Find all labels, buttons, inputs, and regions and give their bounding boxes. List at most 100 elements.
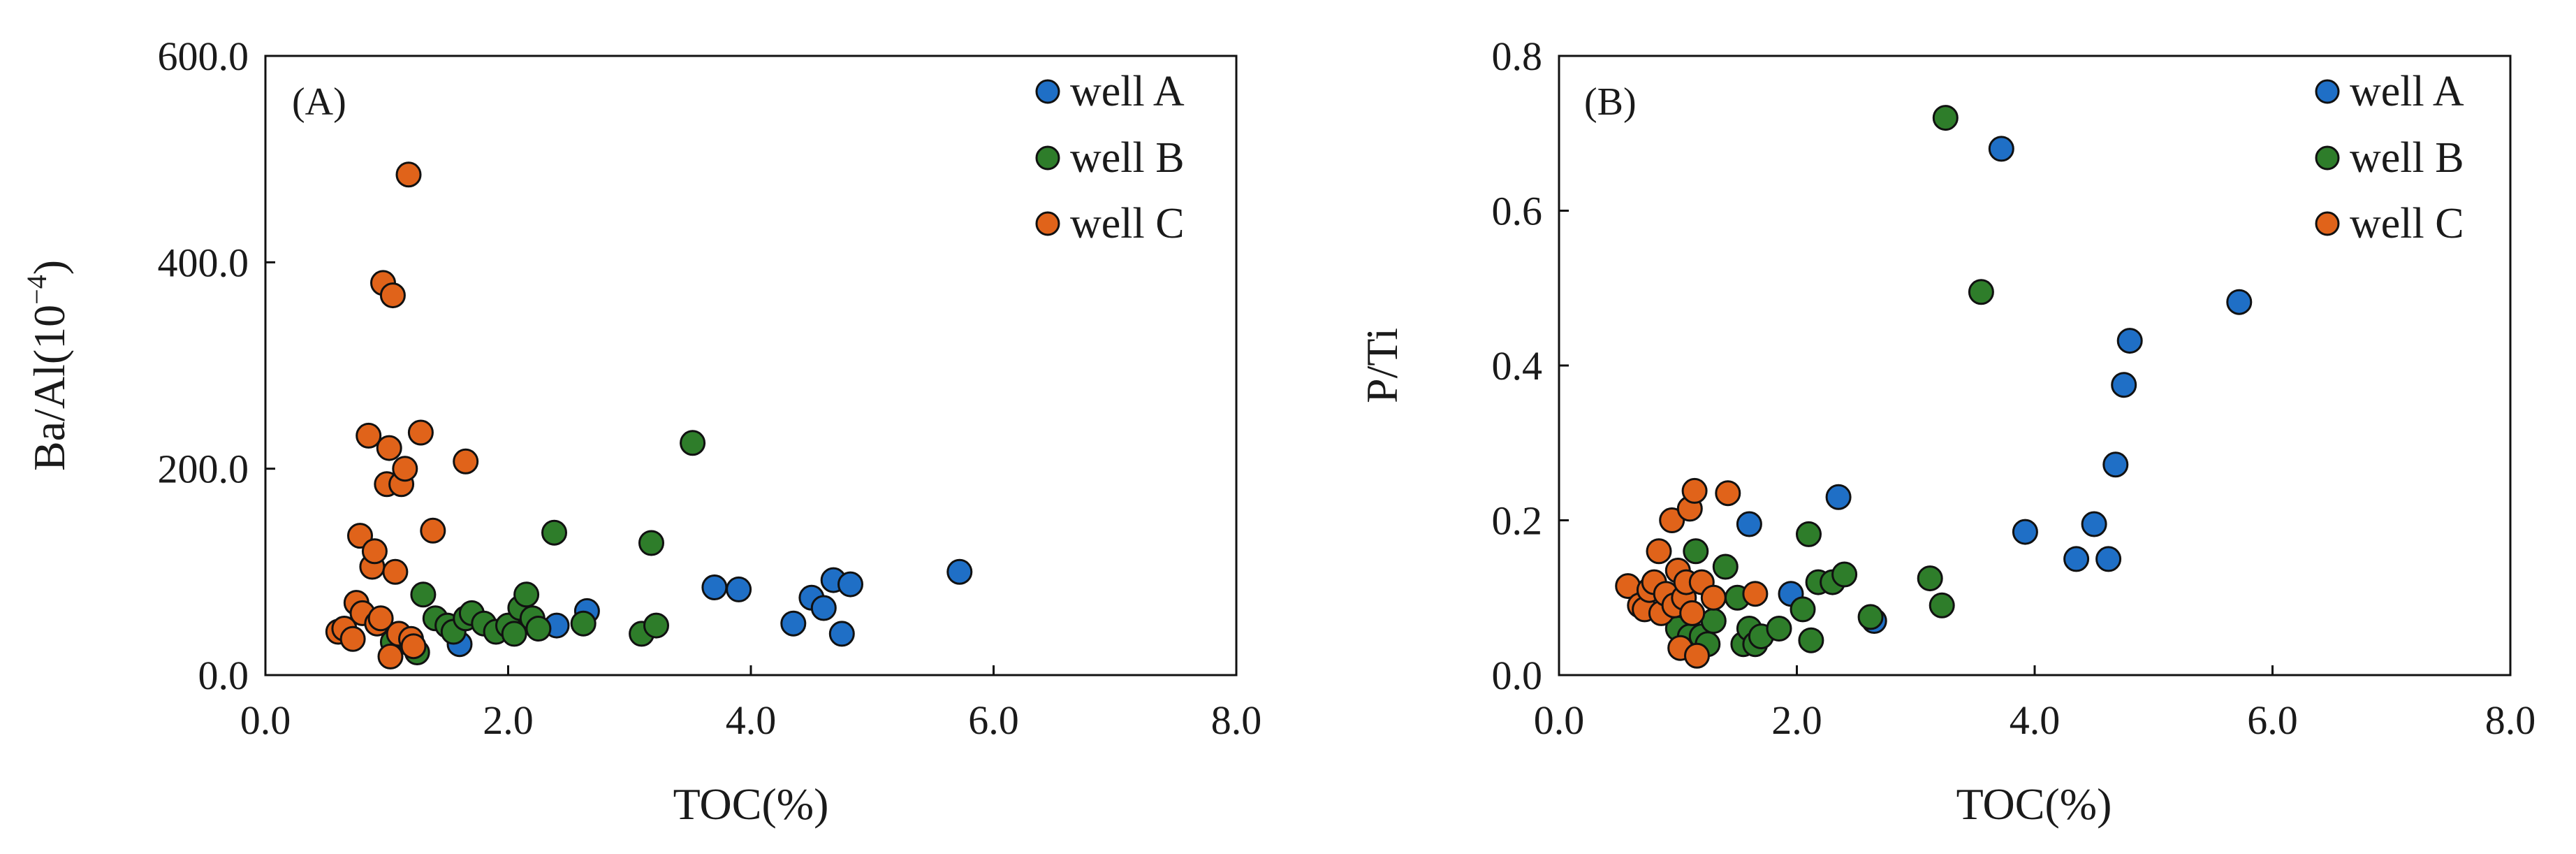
- panel-b-point-well-a-5: [2012, 519, 2038, 545]
- panel-a-point-well-a-4: [726, 576, 752, 602]
- panel-a-point-well-a-9: [828, 621, 855, 647]
- panel-a-legend-marker-well-b: [1035, 145, 1060, 171]
- panel-a-point-well-c-23: [407, 419, 434, 446]
- panel-a-y-tick-label-2: 400.0: [158, 240, 249, 285]
- panel-a-point-well-b-14: [513, 581, 540, 608]
- panel-b-x-tick-label-2: 4.0: [2010, 697, 2061, 743]
- panel-b-y-tick-label-0: 0.0: [1492, 653, 1543, 698]
- panel-a-label: (A): [292, 80, 346, 124]
- panel-a-legend: well A well B well C: [1035, 68, 1185, 247]
- panel-b-label: (B): [1584, 80, 1637, 124]
- panel-a-point-well-c-2: [339, 625, 366, 652]
- panel-a-y-axis-label-exponent: −4: [21, 275, 52, 305]
- panel-b-point-well-b-5: [1700, 608, 1727, 634]
- panel-a-y-axis-label-close: ): [24, 260, 74, 275]
- panel-b-point-well-b-21: [1929, 592, 1955, 618]
- panel-b-point-well-c-20: [1715, 480, 1741, 507]
- panel-a-y-axis-label: Ba/Al(10−4): [21, 260, 74, 471]
- panel-b-point-well-a-12: [2226, 289, 2253, 315]
- panel-b-y-axis-label: P/Ti: [1357, 328, 1407, 403]
- panel-b-y-tick-label-4: 0.8: [1492, 34, 1543, 79]
- panel-a-point-well-b-16: [525, 616, 552, 642]
- panel-a-point-well-c-20: [395, 161, 422, 188]
- panel-a: 0.0 2.0 4.0 6.0 8.0 0.0 200.0 400.0 600.0 (A) T…: [21, 34, 1261, 829]
- panel-a-x-tick-label-4: 8.0: [1211, 697, 1262, 743]
- panel-b-point-well-b-13: [1790, 596, 1816, 623]
- panel-b-point-well-c-21: [1742, 581, 1769, 607]
- panel-b-y-tick-label-2: 0.4: [1492, 343, 1543, 389]
- panel-a-points: [325, 161, 973, 670]
- panel-a-point-well-c-25: [453, 448, 479, 475]
- panel-b-point-well-c-5: [1646, 538, 1672, 565]
- panel-a-point-well-c-10: [367, 605, 394, 632]
- panel-a-x-tick-label-0: 0.0: [240, 697, 291, 743]
- panel-a-point-well-a-11: [946, 558, 973, 585]
- panel-b-legend-marker-well-a: [2315, 79, 2340, 104]
- panel-a-point-well-c-8: [361, 538, 388, 565]
- panel-b-point-well-c-16: [1681, 477, 1708, 504]
- panel-a-x-axis-label: TOC(%): [673, 779, 829, 829]
- panel-b-point-well-a-2: [1825, 484, 1852, 510]
- panel-a-point-well-c-15: [379, 282, 406, 309]
- panel-b-x-tick-label-0: 0.0: [1534, 697, 1585, 743]
- panel-b-point-well-b-23: [1968, 279, 1994, 305]
- panel-b-point-well-a-11: [2116, 328, 2143, 354]
- panel-b: 0.0 2.0 4.0 6.0 8.0 0.0 0.2 0.4 0.6 0.8 (B) TOC(…: [1357, 34, 2535, 829]
- panel-a-x-tick-label-3: 6.0: [968, 697, 1019, 743]
- panel-a-point-well-c-22: [400, 633, 427, 660]
- panel-a-point-well-a-10: [837, 571, 863, 598]
- panel-a-legend-label-well-b: well B: [1070, 134, 1185, 182]
- panel-a-x-tick-label-1: 2.0: [483, 697, 534, 743]
- panel-a-point-well-c-14: [377, 643, 404, 670]
- panel-b-point-well-b-12: [1766, 616, 1792, 642]
- panel-a-legend-marker-well-a: [1035, 79, 1060, 104]
- panel-b-point-well-b-20: [1917, 565, 1943, 592]
- panel-b-legend-label-well-c: well C: [2350, 200, 2464, 247]
- panel-b-point-well-b-14: [1796, 521, 1822, 547]
- panel-a-point-well-b-17: [541, 519, 567, 546]
- panel-b-point-well-b-2: [1683, 538, 1709, 565]
- panel-a-y-tick-label-3: 600.0: [158, 34, 249, 79]
- panel-b-point-well-a-7: [2081, 511, 2107, 537]
- panel-a-y-ticks: 0.0 200.0 400.0 600.0: [158, 34, 275, 698]
- panel-b-point-well-c-19: [1700, 584, 1727, 611]
- panel-b-y-tick-label-3: 0.6: [1492, 189, 1543, 234]
- panel-a-point-well-b-3: [410, 581, 437, 608]
- panel-a-point-well-a-3: [701, 574, 728, 600]
- panel-b-point-well-b-15: [1798, 627, 1824, 653]
- panel-a-x-ticks: 0.0 2.0 4.0 6.0 8.0: [240, 665, 1262, 743]
- panel-b-legend-label-well-b: well B: [2350, 134, 2464, 182]
- panel-a-point-well-c-16: [382, 558, 409, 585]
- panel-b-point-well-a-4: [1988, 136, 2014, 162]
- panel-b-legend: well A well B well C: [2315, 68, 2464, 247]
- panel-b-legend-label-well-a: well A: [2350, 68, 2464, 115]
- panel-a-legend-marker-well-c: [1035, 211, 1060, 236]
- panel-b-points: [1615, 105, 2253, 669]
- panel-a-legend-label-well-a: well A: [1070, 68, 1185, 115]
- panel-b-point-well-b-22: [1932, 105, 1959, 131]
- panel-b-x-tick-label-1: 2.0: [1771, 697, 1822, 743]
- panel-a-point-well-c-6: [356, 422, 382, 449]
- panel-a-point-well-c-19: [392, 456, 418, 482]
- panel-a-y-axis-label-base: Ba/Al(10: [24, 305, 74, 471]
- panel-a-y-tick-label-1: 200.0: [158, 447, 249, 492]
- panel-a-point-well-b-20: [638, 530, 664, 556]
- panel-a-point-well-a-5: [780, 610, 807, 637]
- panel-a-point-well-a-7: [810, 595, 837, 621]
- panel-b-point-well-b-6: [1712, 553, 1739, 580]
- panel-b-point-well-b-19: [1857, 604, 1884, 630]
- panel-b-point-well-c-15: [1679, 600, 1706, 626]
- panel-b-point-well-b-18: [1831, 561, 1858, 588]
- panel-b-point-well-a-0: [1736, 511, 1762, 537]
- panel-a-point-well-b-22: [680, 430, 706, 456]
- panel-a-y-tick-label-0: 0.0: [198, 653, 249, 698]
- panel-b-y-tick-label-1: 0.2: [1492, 498, 1543, 544]
- panel-b-point-well-a-10: [2111, 372, 2137, 398]
- panel-a-point-well-c-24: [420, 517, 446, 544]
- panel-a-point-well-b-18: [570, 610, 597, 637]
- panel-b-point-well-a-9: [2102, 451, 2129, 478]
- panel-b-x-tick-label-4: 8.0: [2485, 697, 2536, 743]
- panel-b-x-tick-label-3: 6.0: [2247, 697, 2298, 743]
- panel-b-x-axis-label: TOC(%): [1956, 779, 2112, 829]
- panel-b-x-ticks: 0.0 2.0 4.0 6.0 8.0: [1534, 665, 2536, 743]
